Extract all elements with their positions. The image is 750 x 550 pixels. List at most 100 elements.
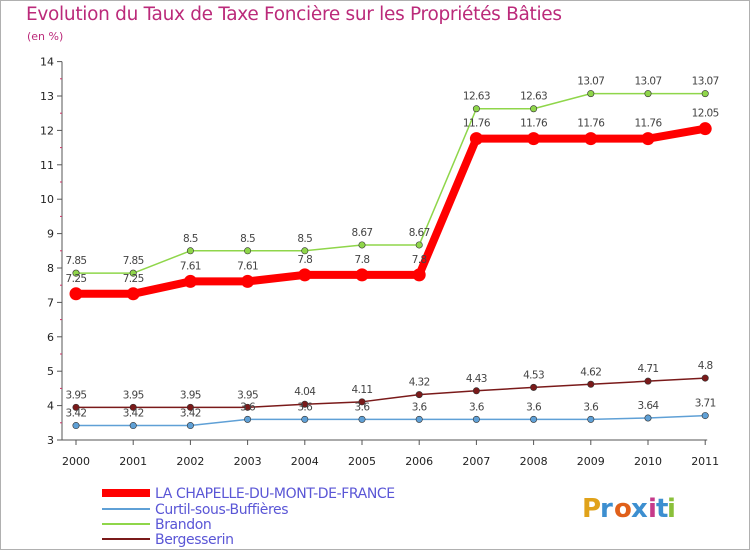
data-label: 3.71 [695,398,716,410]
data-label: 11.76 [634,118,662,130]
data-point [301,415,309,423]
y-tick-label: 14 [40,56,54,69]
data-point [530,105,538,113]
data-label: 8.5 [297,233,312,245]
data-point [587,380,595,388]
data-label: 7.85 [66,255,87,267]
data-point [584,132,598,146]
data-label: 4.04 [294,386,316,398]
data-point [129,403,137,411]
data-point [469,132,483,146]
data-label: 8.5 [183,233,198,245]
data-label: 3.95 [66,389,87,401]
data-label: 3.6 [583,401,599,413]
data-point [698,122,712,136]
data-point [183,274,197,288]
data-label: 3.6 [240,401,256,413]
data-point [415,241,423,249]
x-tick-label: 2009 [577,455,605,468]
data-point [298,268,312,282]
data-label: 7.61 [237,260,258,272]
data-label: 3.6 [297,401,313,413]
y-tick-label: 12 [40,124,54,137]
data-label: 3.95 [180,389,201,401]
data-label: 13.07 [577,76,604,88]
data-label: 4.43 [466,373,487,385]
data-label: 3.42 [180,408,201,420]
y-tick-label: 10 [40,193,54,206]
y-tick-label: 9 [47,228,54,241]
data-point [701,374,709,382]
x-tick-label: 2001 [119,455,147,468]
data-point [301,400,309,408]
data-label: 3.6 [526,401,542,413]
data-point [415,415,423,423]
unit-label: (en %) [27,30,64,43]
data-point [641,132,655,146]
logo-letter: i [648,494,657,524]
y-tick-label: 6 [47,331,54,344]
y-tick-label: 8 [47,262,54,275]
data-label: 4.32 [409,377,430,389]
data-point [186,247,194,255]
series-line-3 [76,377,706,409]
legend-label: LA CHAPELLE-DU-MONT-DE-FRANCE [155,486,395,502]
data-label: 7.8 [412,254,427,266]
data-label: 11.76 [463,118,491,130]
legend: LA CHAPELLE-DU-MONT-DE-FRANCECurtil-sous… [102,486,395,548]
data-point [244,403,252,411]
data-label: 4.11 [352,384,373,396]
data-label: 12.63 [463,91,490,103]
data-point [415,391,423,399]
data-point [72,403,80,411]
logo-letter: P [582,494,601,524]
y-tick-label: 11 [40,159,54,172]
data-point [244,415,252,423]
x-tick-label: 2003 [234,455,262,468]
data-label: 8.5 [240,233,255,245]
data-point [530,383,538,391]
logo-letter: r [600,494,613,524]
series-lines [69,90,712,430]
data-label: 4.8 [698,360,713,372]
data-label: 12.63 [520,91,547,103]
data-point [355,268,369,282]
logo-letter: o [614,494,632,524]
data-point [472,387,480,395]
data-label: 7.85 [123,255,144,267]
x-tick-label: 2010 [634,455,662,468]
proxiti-logo: Pr o x i ti [582,494,676,524]
data-label: 7.8 [355,254,370,266]
x-tick-label: 2005 [348,455,376,468]
data-point [644,90,652,98]
y-tick-label: 4 [47,400,54,413]
data-label: 3.95 [237,389,258,401]
data-label: 4.62 [580,366,601,378]
data-point [644,377,652,385]
y-tick-label: 13 [40,90,54,103]
data-label: 3.64 [638,400,660,412]
x-tick-label: 2007 [462,455,490,468]
data-point [69,287,83,301]
y-tick-label: 7 [47,296,54,309]
data-point [186,403,194,411]
logo-letter: t [656,494,668,524]
data-point [472,415,480,423]
data-point [472,105,480,113]
y-tick-label: 3 [47,434,54,447]
chart-title: Evolution du Taux de Taxe Foncière sur l… [26,4,562,25]
data-label: 3.6 [412,401,428,413]
series-line-2 [76,92,706,274]
data-label: 3.6 [355,401,371,413]
legend-label: Curtil-sous-Buffières [155,502,288,518]
data-point [72,422,80,430]
logo-letter: x [631,494,648,524]
data-point [530,415,538,423]
data-label: 7.25 [66,273,87,285]
data-label: 13.07 [634,76,661,88]
data-labels: 7.25 7.25 7.61 7.61 7.8 7.8 7.8 11.76 11.76 11.76… [66,76,720,420]
data-point [301,247,309,255]
data-point [358,241,366,249]
data-point [241,274,255,288]
